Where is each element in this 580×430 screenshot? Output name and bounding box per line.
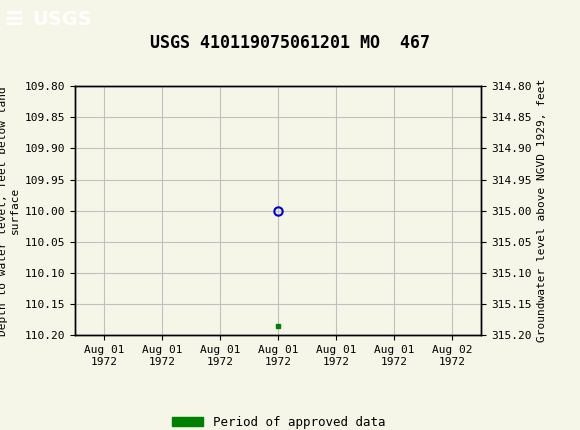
Y-axis label: Groundwater level above NGVD 1929, feet: Groundwater level above NGVD 1929, feet [537, 79, 547, 342]
Y-axis label: Depth to water level, feet below land
surface: Depth to water level, feet below land su… [0, 86, 20, 335]
Legend: Period of approved data: Period of approved data [166, 411, 390, 430]
Text: USGS 410119075061201 MO  467: USGS 410119075061201 MO 467 [150, 34, 430, 52]
Text: USGS: USGS [32, 10, 92, 29]
Text: ≡: ≡ [3, 7, 24, 31]
